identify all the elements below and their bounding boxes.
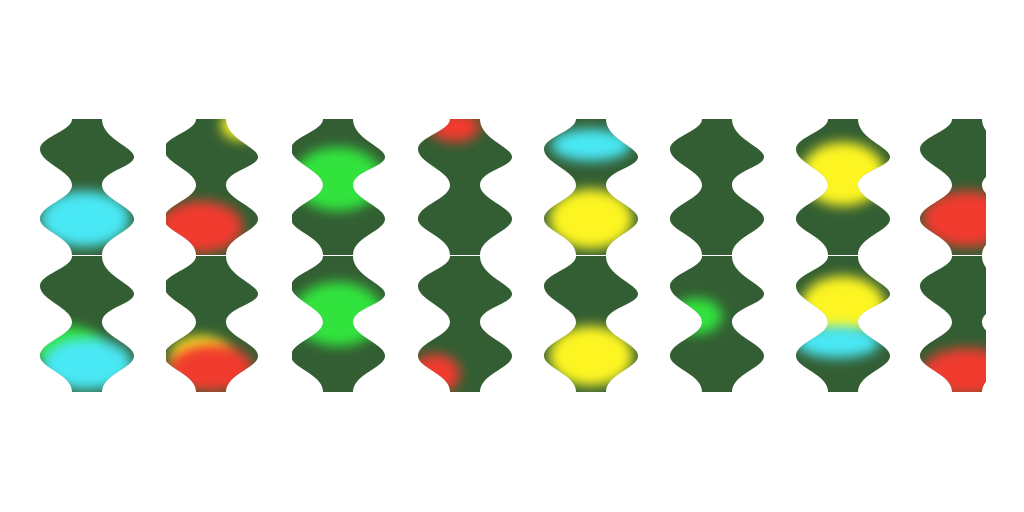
yellow-blob xyxy=(549,189,633,249)
cyan-blob xyxy=(796,326,880,358)
texture-tile xyxy=(418,119,512,255)
green-blob xyxy=(672,298,722,334)
red-blob xyxy=(418,354,460,392)
texture-tile xyxy=(418,256,512,392)
cyan-blob xyxy=(40,191,130,247)
wavy-band xyxy=(418,119,512,255)
cyan-blob xyxy=(551,129,631,161)
texture-tile xyxy=(40,256,134,392)
texture-tile xyxy=(670,119,764,255)
green-blob xyxy=(293,282,383,346)
texture-tile xyxy=(796,256,890,392)
texture-tile xyxy=(40,119,134,255)
green-blob xyxy=(293,147,383,211)
texture-tile xyxy=(166,256,258,392)
cyan-blob xyxy=(42,338,132,390)
texture-tile xyxy=(292,119,385,255)
texture-tile xyxy=(166,119,258,255)
wavy-band xyxy=(670,119,764,255)
wavy-band xyxy=(418,256,512,392)
yellow-blob xyxy=(221,119,258,140)
texture-tile xyxy=(920,119,986,255)
red-blob xyxy=(166,201,243,253)
texture-tile xyxy=(544,256,638,392)
texture-tile xyxy=(292,256,385,392)
texture-tile xyxy=(544,119,638,255)
yellow-blob xyxy=(549,326,633,386)
red-blob xyxy=(922,191,986,247)
tile-grid xyxy=(40,119,986,392)
yellow-blob xyxy=(801,142,885,206)
texture-tile xyxy=(670,256,764,392)
texture-tile xyxy=(796,119,890,255)
red-blob xyxy=(430,119,480,142)
texture-tile xyxy=(920,256,986,392)
red-blob xyxy=(922,348,986,392)
red-blob xyxy=(169,344,253,392)
